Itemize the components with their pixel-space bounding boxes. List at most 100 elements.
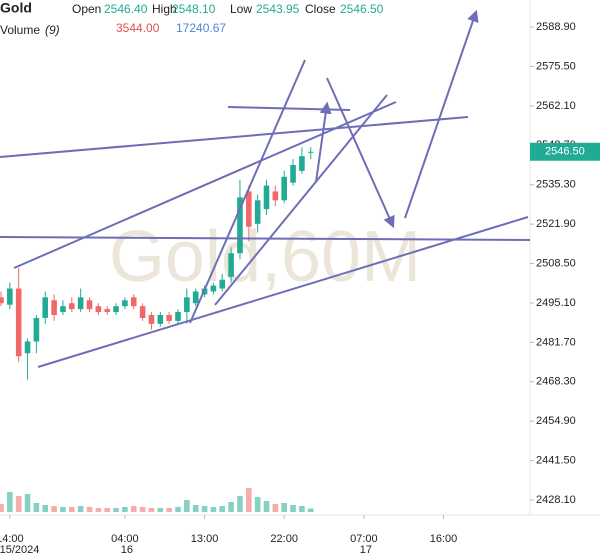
candle-body [272,191,279,201]
volume-value: 3544.00 [116,21,160,35]
candle-body [130,297,137,307]
volume-bar [281,503,287,512]
volume-bar [7,492,13,512]
volume-label: Volume [0,23,40,37]
candle-body [184,297,190,313]
y-tick-label: 2495.10 [536,297,576,309]
candle-body [157,315,164,324]
open-label: Open [72,2,101,16]
y-tick-label: 2588.90 [536,21,576,33]
plot-area [0,0,600,519]
volume-bar [104,508,110,512]
volume-period: (9) [45,23,60,37]
volume-bar [192,505,199,512]
arrow [404,9,479,219]
volume-bar [263,501,270,512]
candle-body [0,297,4,304]
candle-body [51,300,57,315]
candle-body [77,297,84,310]
candle-body [219,279,226,289]
trend-line [189,59,306,324]
volume-bar [228,502,234,512]
volume-bar [148,508,155,512]
candle-body [175,312,181,321]
volume-bar [175,507,181,512]
candle-body [42,297,49,318]
open-value: 2546.40 [104,2,148,16]
header: Gold Open 2546.40 High 2548.10 Low 2543.… [0,0,384,37]
x-date-label: 08/15/2024 [0,544,39,556]
volume-bar [219,506,226,512]
high-value: 2548.10 [172,2,216,16]
volume-bar [237,496,243,512]
low-label: Low [230,2,252,16]
candle-body [246,191,252,227]
last-price-box [530,142,600,161]
volume-bar [246,488,252,512]
x-tick-label: 13:00 [191,533,219,545]
y-tick-label: 2428.10 [536,494,576,506]
trend-line [0,116,469,158]
candle-body [60,306,66,313]
volume-bar [272,504,279,512]
watermark: Gold,60M [109,217,421,297]
x-date-label: 17 [360,544,372,556]
trend-line [13,101,397,269]
candle-body [113,306,119,313]
candle-body [166,315,172,321]
volume-bar [210,507,217,512]
candle-body [86,300,93,310]
y-tick-label: 2508.50 [536,257,576,269]
volume-bar [201,506,208,512]
volume-bar [122,507,128,512]
y-tick-label: 2575.50 [536,60,576,72]
volume-bar [290,505,296,512]
last-price-label: 2546.50 [545,146,585,158]
x-date-label: 16 [121,544,133,556]
candle-body [104,309,110,313]
candle-body [15,288,22,357]
candle-body [139,306,146,318]
volume-bar [113,508,119,512]
volume-bar [130,506,137,512]
high-label: High [152,2,177,16]
candle-body [69,303,75,310]
volume-bar [139,507,146,512]
volume-bar [33,503,40,512]
candle-body [210,285,217,292]
y-tick-label: 2468.30 [536,376,576,388]
candle-body [290,165,296,183]
volume-bar [86,507,93,512]
x-tick-label: 22:00 [270,533,298,545]
x-tick-label: 16:00 [430,533,458,545]
volume-bar [0,504,4,512]
candle-body [228,253,234,277]
candle-body [33,317,40,342]
arrow [326,77,395,229]
volume-bar [254,497,261,512]
trend-line [0,236,531,241]
volume-bar [157,508,164,512]
y-tick-label: 2481.70 [536,336,576,348]
y-tick-label: 2441.50 [536,454,576,466]
volume-bar [184,500,190,512]
volume-bar [24,494,31,512]
candle-body [307,151,314,153]
volume-bar [77,506,84,512]
volume-bar [95,508,102,512]
volume-bar [60,507,66,512]
arrow [315,101,332,183]
volume-bar [307,508,314,512]
x-tick-label: 14:00 [0,533,24,545]
x-tick-label: 04:00 [111,533,139,545]
y-tick-label: 2562.10 [536,100,576,112]
volume-bar [51,506,57,512]
symbol: Gold [0,0,32,16]
trend-line [214,94,388,306]
volume-bar [69,507,75,512]
y-tick-label: 2454.90 [536,415,576,427]
x-tick-label: 07:00 [350,533,378,545]
candle-body [24,341,31,354]
y-tick-label: 2535.30 [536,179,576,191]
